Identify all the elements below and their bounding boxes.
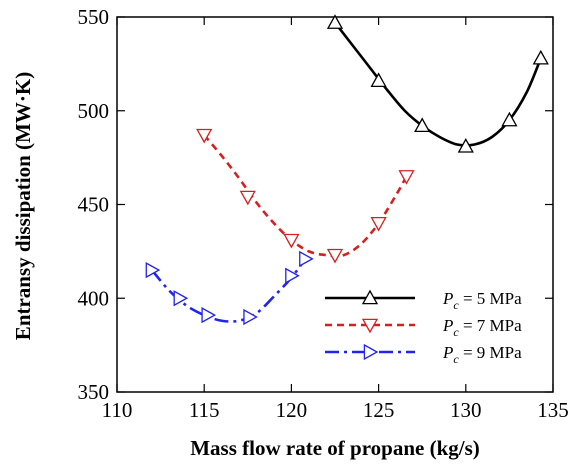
x-tick-label: 120 (276, 398, 308, 422)
legend-marker (361, 318, 379, 334)
data-point (173, 290, 189, 307)
y-tick-label: 400 (78, 286, 110, 310)
data-point (285, 267, 300, 284)
y-tick-label: 350 (78, 380, 110, 404)
data-point (299, 250, 314, 267)
series-line (333, 21, 542, 147)
data-point (501, 111, 518, 127)
data-point (145, 262, 161, 279)
x-tick-label: 135 (537, 398, 569, 422)
data-point (414, 117, 431, 133)
x-axis-title: Mass flow rate of propane (kg/s) (190, 436, 480, 460)
data-point (326, 248, 344, 264)
legend-marker (361, 289, 379, 305)
data-point (370, 216, 387, 232)
series-line (150, 258, 307, 323)
data-point (201, 307, 217, 324)
x-tick-label: 125 (363, 398, 395, 422)
legend-item: Pc = 9 MPa (325, 343, 522, 366)
x-tick-label: 130 (450, 398, 482, 422)
data-point (532, 49, 549, 65)
series-1 (326, 14, 549, 153)
legend: Pc = 5 MPa Pc = 7 MPa Pc = 9 MPa (325, 289, 522, 366)
y-axis: 350 400 450 500 550 (78, 5, 553, 404)
legend-item: Pc = 7 MPa (325, 316, 522, 339)
data-point (239, 190, 256, 206)
y-tick-label: 550 (78, 5, 110, 29)
y-tick-label: 450 (78, 193, 110, 217)
data-point (196, 128, 213, 144)
data-point (326, 14, 344, 29)
data-point (398, 170, 415, 185)
y-axis-title: Entransy dissipation (MW·K) (11, 72, 35, 340)
legend-label: Pc = 7 MPa (442, 316, 522, 339)
legend-item: Pc = 5 MPa (325, 289, 522, 312)
plot-area (116, 14, 554, 393)
legend-label: Pc = 5 MPa (442, 289, 522, 312)
legend-label: Pc = 9 MPa (442, 343, 522, 366)
x-tick-label: 110 (102, 398, 133, 422)
y-tick-label: 500 (78, 99, 110, 123)
data-point (283, 233, 300, 249)
x-tick-label: 115 (189, 398, 220, 422)
plot-frame (116, 16, 554, 393)
series-line (203, 134, 408, 258)
legend-marker (363, 343, 379, 361)
series-2 (196, 128, 415, 264)
data-point (370, 72, 387, 87)
data-point (243, 308, 258, 326)
series-3 (145, 250, 314, 326)
x-axis: 110 115 120 125 130 135 (102, 17, 569, 422)
data-point (457, 138, 474, 153)
